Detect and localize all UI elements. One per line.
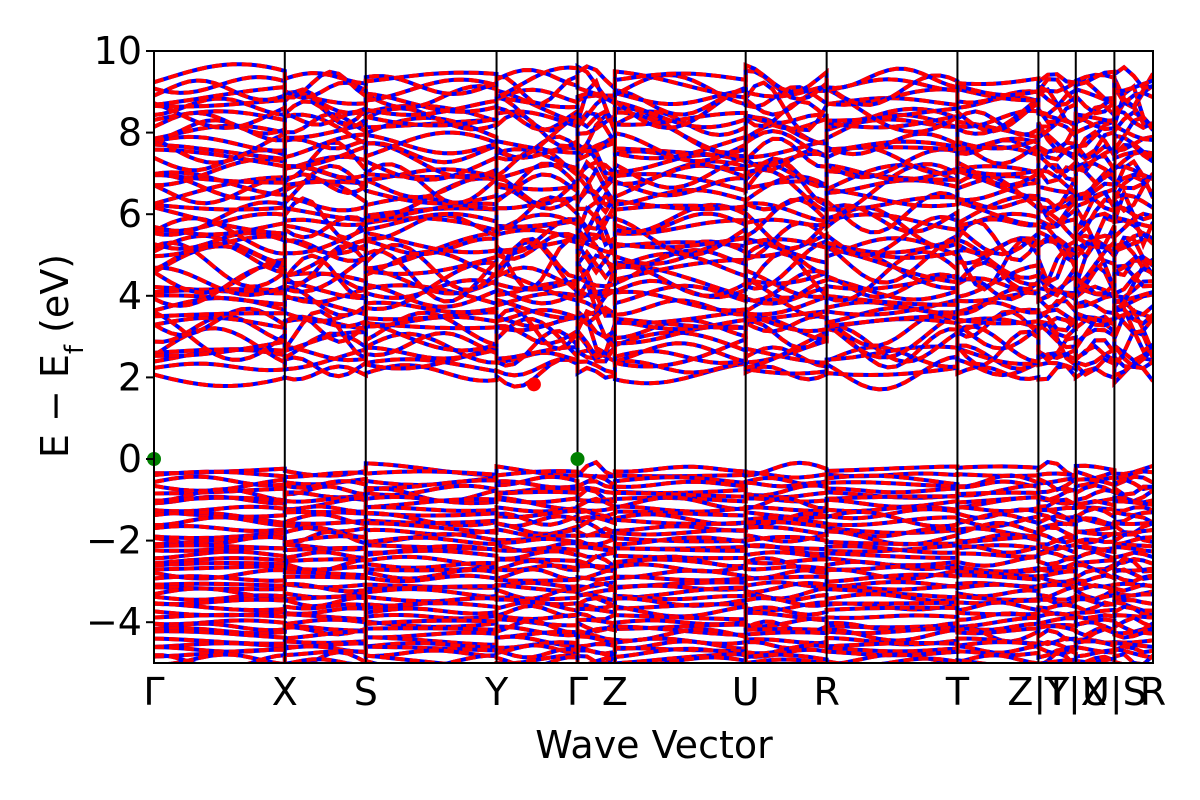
band-line [154,524,1153,541]
plot-frame [153,50,1154,664]
x-axis: Γ X S Y Γ Z U R T Z|YT|XU|SR [143,670,1166,715]
band-line [154,610,1153,623]
x-tick-label: Γ [567,670,588,714]
vbm-marker [570,452,585,466]
x-tick-label: T|X [1044,670,1107,715]
band-line [154,62,1153,94]
y-tick-label: −2 [86,519,142,563]
band-line [154,354,1153,392]
band-line [154,572,1153,584]
band-line [154,317,1153,371]
y-tick-label: 2 [118,355,142,399]
x-tick-label: Y [484,670,509,714]
band-line [154,218,1153,263]
x-tick-label: T [945,670,970,714]
band-line [154,534,1153,547]
band-line [154,208,1153,260]
y-tick-label: −4 [86,600,142,644]
band-line [154,599,1153,613]
band-line [154,615,1153,631]
band-line [154,626,1153,644]
band-line [154,282,1153,309]
x-tick-label: R [813,670,839,714]
band-line [154,79,1153,111]
x-axis-title: Wave Vector [535,723,773,767]
x-tick-label: S [354,670,378,714]
band-line [154,305,1153,327]
band-line [154,128,1153,161]
band-line [154,509,1153,529]
y-tick-label: 0 [118,437,142,481]
band-line [154,341,1153,366]
band-line [154,643,1153,656]
y-tick-label: 6 [118,192,142,236]
x-tick-label: U [732,670,760,714]
band-line [154,543,1153,556]
x-tick-label: U|S [1082,670,1147,715]
band-line [154,279,1153,318]
band-line [154,136,1153,169]
x-tick-label: Z [602,670,628,714]
plot-area [147,50,1154,664]
band-line [154,343,1153,372]
x-tick-label: X [272,670,298,714]
band-line [154,592,1153,604]
y-tick-label: 8 [118,111,142,155]
band-line [154,248,1153,304]
band-line [154,106,1153,162]
band-line [154,232,1153,285]
band-line [154,504,1153,514]
y-tick-label: 10 [94,29,142,73]
cbm-marker [526,377,541,392]
band-line [154,143,1153,184]
band-line [154,514,1153,529]
bands [154,62,1153,663]
band-line [154,486,1153,504]
band-line [154,155,1153,190]
band-line [154,192,1153,214]
y-axis-title: E − Ef (eV) [33,254,90,458]
band-line [154,162,1153,221]
band-line [154,639,1153,651]
band-line [154,109,1153,138]
band-line [154,650,1153,663]
band-line [154,495,1153,512]
y-axis: −4 −2 0 2 4 6 8 10 [86,29,154,644]
band-line [154,580,1153,595]
band-line [154,634,1153,648]
band-line [154,567,1153,582]
band-line [154,308,1153,362]
band-line [154,77,1153,136]
y-tick-label: 4 [118,274,142,318]
x-tick-label: Γ [143,670,164,714]
band-line [154,653,1127,663]
x-tick-label: R [1140,670,1166,714]
band-line [154,475,1153,493]
band-line [154,562,1153,574]
band-line [154,103,1153,155]
x-tick-label: Z|Y [1007,670,1070,715]
